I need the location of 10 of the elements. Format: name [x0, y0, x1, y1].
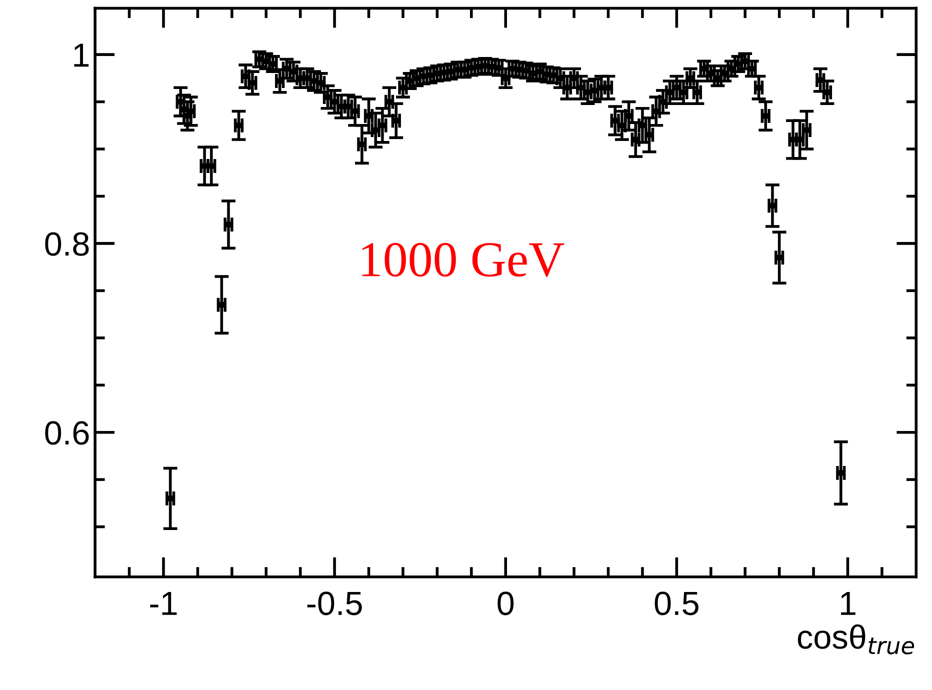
- x-tick-label: 1: [841, 592, 856, 615]
- y-tick-label: 0.6: [45, 421, 89, 445]
- y-tick-label: 0.8: [45, 232, 89, 256]
- x-tick-label: 0: [498, 592, 514, 616]
- annotation: 1000 GeV: [362, 242, 564, 277]
- x-tick-label: 0.5: [654, 592, 698, 616]
- x-tick-label: -0.5: [307, 592, 362, 616]
- x-tick-label: -1: [150, 592, 177, 615]
- x-axis-title: cosθ$_{true}$: [798, 624, 914, 654]
- y-tick-label: 1: [74, 44, 89, 67]
